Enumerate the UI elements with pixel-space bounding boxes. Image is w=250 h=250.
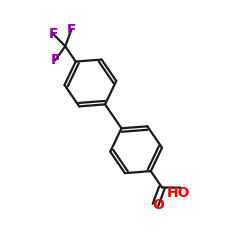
Text: F: F xyxy=(48,27,58,41)
Text: F: F xyxy=(50,53,60,67)
Text: O: O xyxy=(153,198,164,212)
Text: F: F xyxy=(66,23,76,37)
Text: HO: HO xyxy=(167,186,190,200)
